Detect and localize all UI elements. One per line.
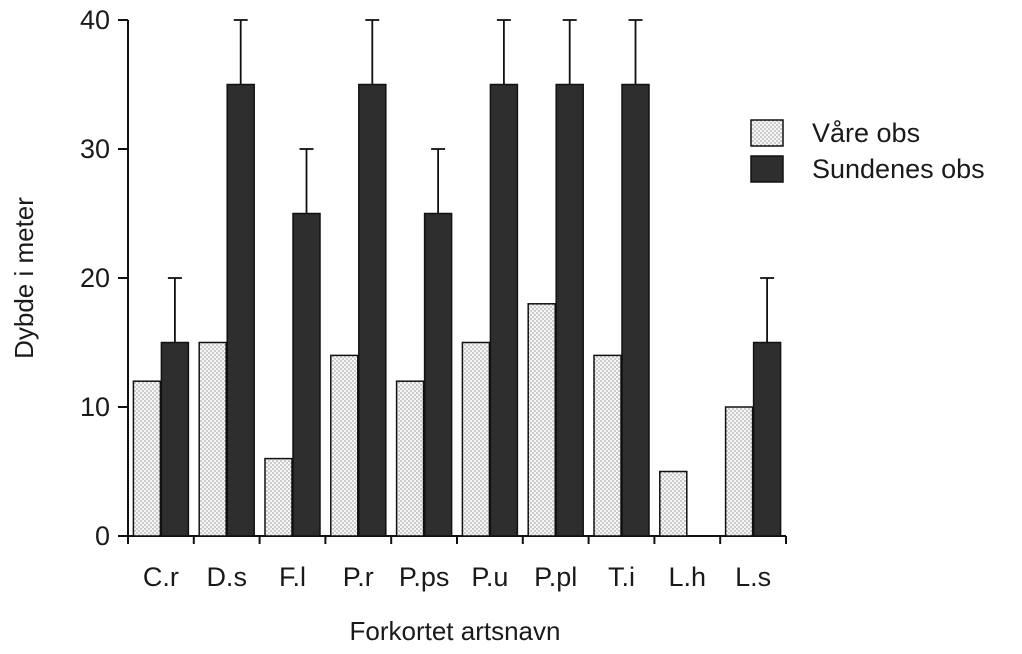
y-tick-label: 30 (80, 134, 110, 164)
bar-vare-obs (330, 354, 359, 537)
x-ticks-group: C.r D.s F.l P.r P.ps P.u P.pl T.i L.h L.s (127, 536, 787, 592)
bar-sundenes-obs (292, 212, 321, 537)
x-tick-label: C.r (143, 562, 179, 592)
bar-sundenes-obs (555, 83, 584, 537)
bar-vare-obs (593, 354, 622, 537)
legend-label-vare-obs: Våre obs (812, 118, 920, 148)
y-tick-label: 10 (80, 392, 110, 422)
x-tick-label: L.s (735, 562, 771, 592)
x-tick-label: P.r (343, 562, 374, 592)
bar-vare-obs (527, 303, 556, 537)
bar-sundenes-obs (358, 83, 387, 537)
x-tick-label: P.u (471, 562, 508, 592)
x-tick-label: D.s (206, 562, 247, 592)
bar-vare-obs (659, 470, 688, 537)
bar-sundenes-obs (423, 212, 453, 537)
x-tick-label: P.ps (399, 562, 450, 592)
bar-sundenes-obs (621, 83, 650, 537)
x-tick-label: T.i (608, 562, 635, 592)
y-ticks-group: 0 10 20 30 40 (80, 5, 128, 551)
bar-sundenes-obs (226, 83, 255, 537)
bar-vare-obs (132, 380, 162, 537)
y-axis-title: Dybde i meter (9, 197, 39, 359)
x-axis-title: Forkortet artsnavn (350, 616, 561, 646)
legend-swatch-vare-obs (750, 119, 784, 147)
x-tick-label: L.h (669, 562, 707, 592)
bar-vare-obs (264, 457, 293, 537)
bars-group (132, 83, 782, 537)
y-tick-label: 40 (80, 5, 110, 35)
bar-sundenes-obs (160, 341, 190, 537)
bar-vare-obs (198, 341, 227, 537)
error-bars-group (167, 19, 775, 343)
legend-swatch-sundenes-obs (750, 155, 784, 183)
y-tick-label: 0 (95, 521, 110, 551)
legend-label-sundenes-obs: Sundenes obs (812, 154, 985, 184)
bar-sundenes-obs (489, 83, 519, 537)
legend: Våre obs Sundenes obs (750, 118, 985, 184)
bar-vare-obs (461, 341, 491, 537)
y-tick-label: 20 (80, 263, 110, 293)
bar-vare-obs (724, 406, 754, 537)
bar-sundenes-obs (752, 341, 782, 537)
x-tick-label: P.pl (534, 562, 577, 592)
x-tick-label: F.l (279, 562, 306, 592)
bar-vare-obs (395, 380, 425, 537)
